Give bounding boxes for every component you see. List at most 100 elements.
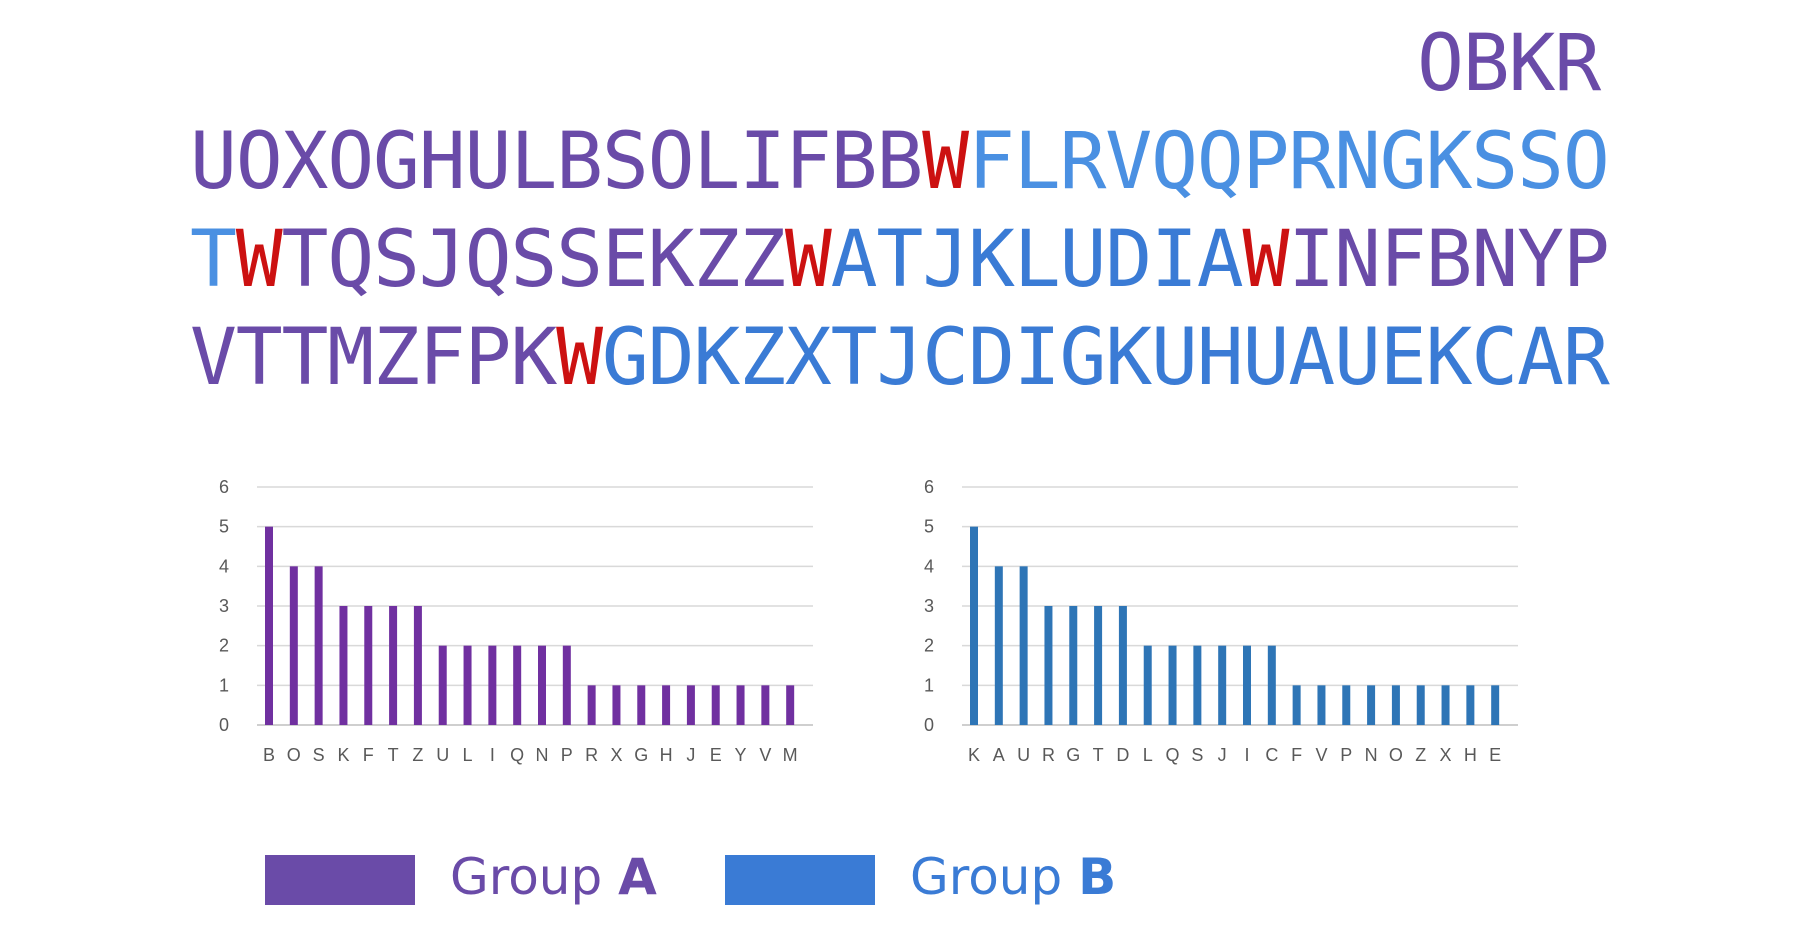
bar-l <box>1143 645 1152 725</box>
bar-u <box>438 645 447 725</box>
legend-label-prefix: Group <box>450 848 619 906</box>
y-tick-label: 5 <box>219 517 229 537</box>
x-tick-label: F <box>363 745 374 765</box>
sequence-segment: TQSJQSSEKZZ <box>281 215 787 305</box>
bar-l <box>463 645 472 725</box>
x-tick-label: Q <box>510 745 524 765</box>
bar-v <box>1317 685 1326 725</box>
y-tick-label: 0 <box>924 715 934 735</box>
x-tick-label: S <box>313 745 325 765</box>
y-tick-label: 5 <box>924 517 934 537</box>
bar-u <box>1019 566 1028 725</box>
x-tick-label: L <box>1143 745 1153 765</box>
bar-d <box>1118 606 1127 725</box>
bar-e <box>711 685 720 725</box>
y-tick-label: 1 <box>219 675 229 695</box>
y-tick-label: 1 <box>924 675 934 695</box>
x-tick-label: U <box>436 745 449 765</box>
sequence-segment: OBKR <box>1416 19 1601 109</box>
x-tick-label: G <box>634 745 648 765</box>
bar-o <box>289 566 298 725</box>
x-tick-label: U <box>1017 745 1030 765</box>
x-tick-label: P <box>1340 745 1352 765</box>
y-tick-label: 2 <box>219 636 229 656</box>
sequence-segment: VTTMZFPK <box>190 313 557 403</box>
sequence-segment: INFBNYP <box>1288 215 1610 305</box>
sequence-segment: UOXOGHULBSOLIFBB <box>190 117 923 207</box>
x-tick-label: X <box>1440 745 1452 765</box>
bar-t <box>1094 606 1103 725</box>
sequence-segment: FLRVQQPRNGKSSO <box>967 117 1610 207</box>
bar-v <box>761 685 770 725</box>
legend-label-letter: A <box>618 848 657 906</box>
x-tick-label: Z <box>1415 745 1426 765</box>
bar-h <box>662 685 671 725</box>
bar-c <box>1267 645 1276 725</box>
y-tick-label: 4 <box>219 556 229 576</box>
highlighted-letter: W <box>784 215 832 305</box>
bar-q <box>513 645 522 725</box>
bar-j <box>1218 645 1227 725</box>
bar-o <box>1391 685 1400 725</box>
bar-s <box>1193 645 1202 725</box>
bar-y <box>736 685 745 725</box>
bar-m <box>786 685 795 725</box>
sequence-line-1: OBKR <box>190 15 1601 113</box>
bar-x <box>1441 685 1450 725</box>
bar-n <box>1367 685 1376 725</box>
x-tick-label: Y <box>735 745 747 765</box>
legend-label-group-a: Group A <box>450 847 657 907</box>
bar-b <box>265 526 273 725</box>
legend-label-prefix: Group <box>910 848 1079 906</box>
x-tick-label: O <box>287 745 301 765</box>
legend-label-group-b: Group B <box>910 847 1116 907</box>
x-tick-label: E <box>1489 745 1501 765</box>
bar-x <box>612 685 621 725</box>
sequence-line-3: TWTQSJQSSEKZZWATJKLUDIAWINFBNYP <box>190 211 1610 309</box>
sequence-segment: ATJKLUDIA <box>830 215 1244 305</box>
x-tick-label: I <box>1244 745 1249 765</box>
sequence-segment: T <box>190 215 237 305</box>
y-tick-label: 2 <box>924 636 934 656</box>
bar-z <box>413 606 422 725</box>
x-tick-label: T <box>1093 745 1104 765</box>
bar-k <box>339 606 348 725</box>
x-tick-label: C <box>1265 745 1278 765</box>
bar-s <box>314 566 323 725</box>
bar-q <box>1168 645 1177 725</box>
x-tick-label: H <box>1464 745 1477 765</box>
legend-swatch-group-b <box>725 855 875 905</box>
x-tick-label: Q <box>1166 745 1180 765</box>
x-tick-label: I <box>490 745 495 765</box>
x-tick-label: K <box>968 745 980 765</box>
bar-i <box>1243 645 1251 725</box>
y-tick-label: 4 <box>924 556 934 576</box>
y-tick-label: 6 <box>924 477 934 497</box>
bar-n <box>538 645 546 725</box>
bar-g <box>637 685 646 725</box>
x-tick-label: N <box>536 745 549 765</box>
bar-z <box>1416 685 1425 725</box>
x-tick-label: R <box>1042 745 1055 765</box>
bar-i <box>488 645 497 725</box>
bar-p <box>562 645 571 725</box>
x-tick-label: P <box>561 745 573 765</box>
x-tick-label: J <box>1218 745 1227 765</box>
x-tick-label: A <box>993 745 1005 765</box>
bar-r <box>587 685 596 725</box>
highlighted-letter: W <box>922 117 969 207</box>
x-tick-label: N <box>1365 745 1378 765</box>
bar-f <box>1292 685 1301 725</box>
bar-e <box>1491 685 1500 725</box>
bar-p <box>1342 685 1351 725</box>
x-tick-label: V <box>759 745 771 765</box>
bar-h <box>1466 685 1475 725</box>
y-tick-label: 3 <box>924 596 934 616</box>
highlighted-letter: W <box>556 313 603 403</box>
group-a-chart-svg: 0 1 2 3 4 5 6 B O S K F T Z U L I Q N P R X G H J E Y V M <box>219 477 813 765</box>
legend-label-letter: B <box>1078 848 1117 906</box>
bar-k <box>970 526 978 725</box>
bar-a <box>994 566 1003 725</box>
bar-t <box>389 606 398 725</box>
